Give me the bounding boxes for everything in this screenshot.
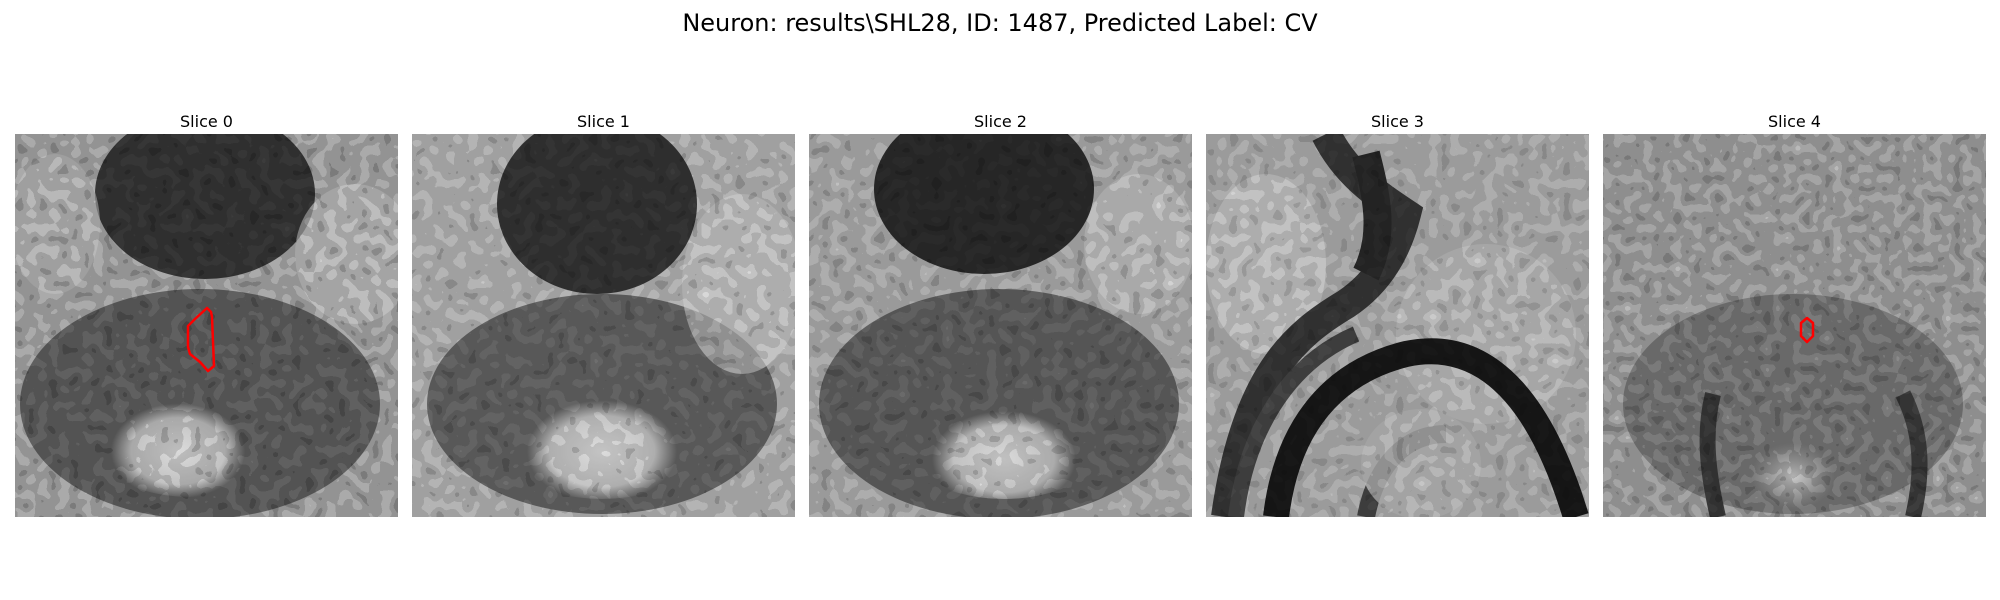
slice-title-0: Slice 0 (180, 112, 233, 131)
slice-panel-1: Slice 1 (412, 110, 795, 517)
slice-image-3 (1206, 134, 1589, 517)
slice-title-2: Slice 2 (974, 112, 1027, 131)
roi-outline-0 (186, 306, 216, 373)
slice-panel-0: Slice 0 (15, 110, 398, 517)
slice-image-0 (15, 134, 398, 517)
micrograph-slice-0 (15, 134, 398, 517)
figure-title: Neuron: results\SHL28, ID: 1487, Predict… (682, 9, 1318, 37)
roi-outline-4 (1799, 316, 1815, 344)
slice-image-1 (412, 134, 795, 517)
micrograph-slice-4 (1603, 134, 1986, 517)
slice-panel-4: Slice 4 (1603, 110, 1986, 517)
micrograph-slice-1 (412, 134, 795, 517)
slice-panel-3: Slice 3 (1206, 110, 1589, 517)
slice-title-3: Slice 3 (1371, 112, 1424, 131)
slice-title-4: Slice 4 (1768, 112, 1821, 131)
micrograph-slice-3 (1206, 134, 1589, 517)
slice-image-4 (1603, 134, 1986, 517)
slice-image-2 (809, 134, 1192, 517)
slice-panel-2: Slice 2 (809, 110, 1192, 517)
slice-title-1: Slice 1 (577, 112, 630, 131)
micrograph-slice-2 (809, 134, 1192, 517)
